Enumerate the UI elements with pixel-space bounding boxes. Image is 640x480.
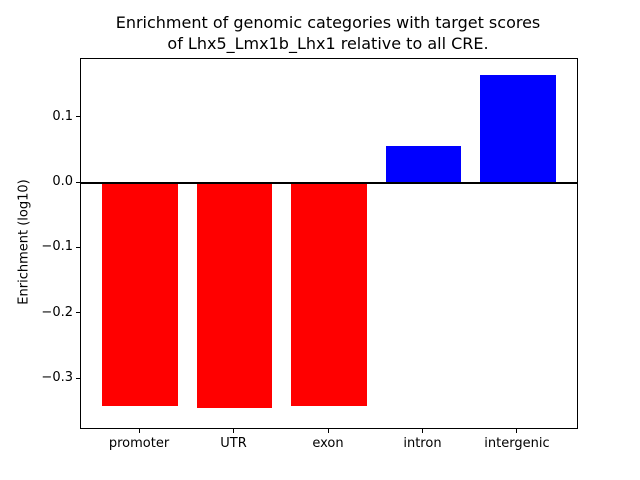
plot-area (80, 58, 578, 429)
x-tick-label-exon: exon (312, 436, 344, 451)
y-tick-0.0 (76, 181, 80, 183)
bar-exon (291, 183, 367, 407)
x-tick-label-intergenic: intergenic (484, 436, 550, 451)
y-tick-label-0.0: 0.0 (52, 174, 73, 190)
x-tick-UTR (233, 429, 235, 433)
bar-intron (385, 145, 462, 184)
y-tick-−0.3 (76, 377, 80, 379)
x-tick-label-promoter: promoter (108, 436, 170, 451)
x-tick-exon (327, 429, 329, 433)
bar-promoter (102, 183, 178, 407)
y-tick-label-0.1: 0.1 (52, 108, 73, 124)
x-tick-label-UTR: UTR (220, 436, 247, 451)
x-tick-intron (421, 429, 423, 433)
x-tick-intergenic (516, 429, 518, 433)
y-tick-−0.1 (76, 246, 80, 248)
y-tick-label-−0.1: −0.1 (41, 239, 73, 255)
x-tick-promoter (138, 429, 140, 433)
y-tick-label-−0.3: −0.3 (41, 370, 73, 386)
zero-line (81, 182, 577, 185)
chart-title: Enrichment of genomic categories with ta… (115, 13, 541, 53)
x-tick-label-intron: intron (403, 436, 442, 451)
y-tick-−0.2 (76, 312, 80, 314)
bar-UTR (196, 183, 273, 409)
y-tick-0.1 (76, 116, 80, 118)
y-tick-label-−0.2: −0.2 (41, 304, 73, 320)
bar-intergenic (480, 75, 556, 184)
